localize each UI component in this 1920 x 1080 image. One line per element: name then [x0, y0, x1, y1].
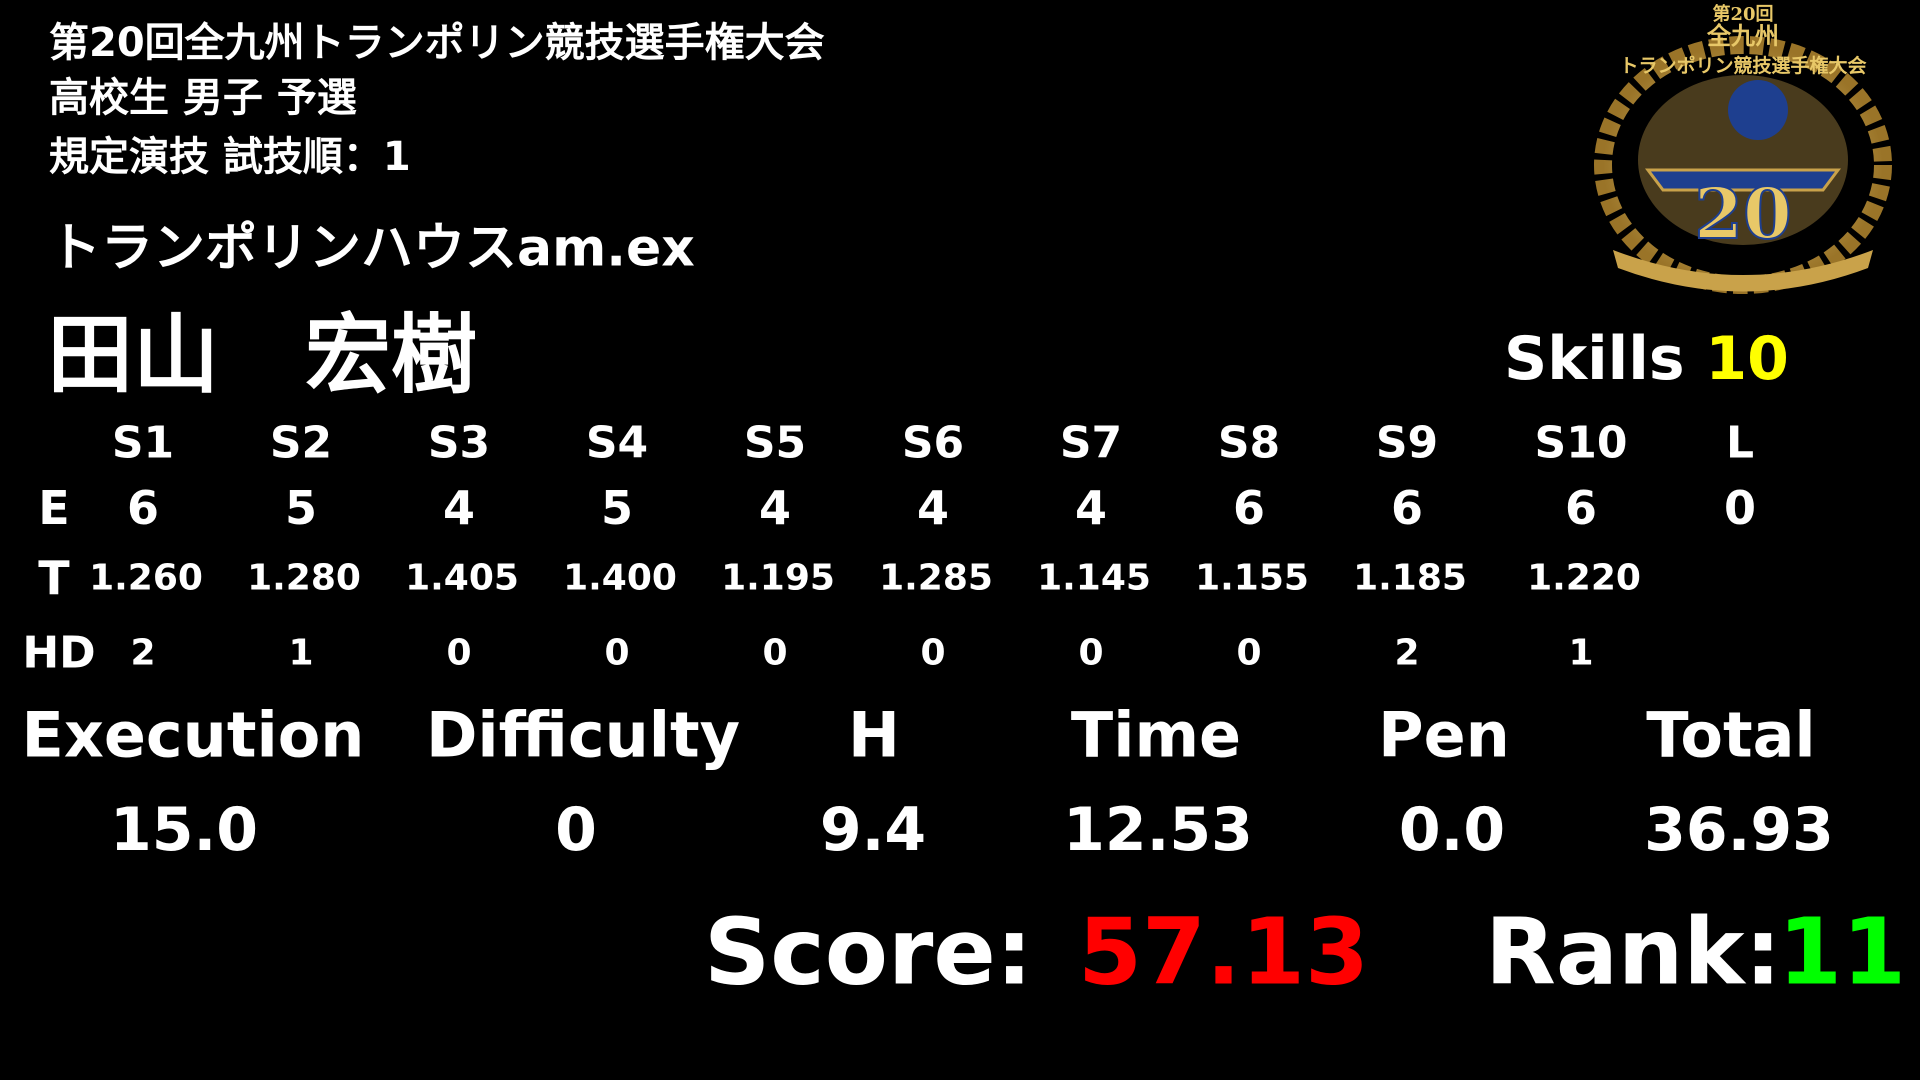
skills-label: Skills — [1504, 324, 1685, 394]
table-cell: 0 — [604, 632, 630, 674]
column-header: S9 — [1375, 417, 1439, 469]
table-cell: 0 — [1723, 481, 1757, 535]
svg-text:全九州: 全九州 — [1706, 21, 1779, 50]
summary-value: 0.0 — [1398, 795, 1506, 865]
column-header: S8 — [1217, 417, 1281, 469]
table-cell: 1.195 — [721, 557, 835, 599]
team-name: トランポリンハウスam.ex — [49, 218, 695, 279]
table-cell: 0 — [920, 632, 946, 674]
summary-value: 36.93 — [1644, 795, 1834, 865]
column-header: S10 — [1534, 417, 1628, 469]
table-cell: 1.400 — [563, 557, 677, 599]
category-label: 高校生 男子 予選 — [49, 75, 357, 121]
score-value: 57.13 — [1078, 898, 1370, 1006]
summary-value: 9.4 — [819, 795, 927, 865]
table-cell: 6 — [1232, 481, 1266, 535]
table-cell: 1.285 — [879, 557, 993, 599]
table-cell: 1.155 — [1195, 557, 1309, 599]
column-header: S2 — [269, 417, 333, 469]
event-title: 第20回全九州トランポリン競技選手権大会 — [49, 20, 825, 66]
skills-indicator: Skills 10 — [1504, 324, 1789, 394]
skills-count: 10 — [1705, 324, 1789, 394]
table-cell: 1.260 — [89, 557, 203, 599]
summary-label: Execution — [21, 698, 365, 772]
column-header: S1 — [111, 417, 175, 469]
table-cell: 1.185 — [1353, 557, 1467, 599]
svg-text:20: 20 — [1694, 172, 1791, 255]
table-cell: 5 — [284, 481, 318, 535]
athlete-name: 田山 宏樹 — [47, 305, 477, 406]
routine-label: 規定演技 試技順：1 — [49, 134, 411, 180]
table-cell: 6 — [1564, 481, 1598, 535]
logo-emblem-icon: 20 第20回 全九州 トランポリン競技選手権大会 — [1594, 3, 1892, 294]
column-header: S7 — [1059, 417, 1123, 469]
table-cell: 6 — [1390, 481, 1424, 535]
table-cell: 1 — [288, 632, 314, 674]
summary-label: Pen — [1378, 698, 1510, 772]
summary-value: 0 — [555, 795, 597, 865]
column-header: S3 — [427, 417, 491, 469]
table-cell: 1.280 — [247, 557, 361, 599]
table-cell: 4 — [916, 481, 950, 535]
summary-value: 12.53 — [1063, 795, 1253, 865]
table-cell: 4 — [758, 481, 792, 535]
column-header: S5 — [743, 417, 807, 469]
row-label: HD — [22, 627, 96, 679]
table-cell: 0 — [1078, 632, 1104, 674]
svg-text:第20回: 第20回 — [1712, 3, 1773, 25]
table-cell: 1.145 — [1037, 557, 1151, 599]
svg-text:トランポリン競技選手権大会: トランポリン競技選手権大会 — [1619, 54, 1866, 77]
table-cell: 1 — [1568, 632, 1594, 674]
table-cell: 0 — [762, 632, 788, 674]
championship-logo: 20 第20回 全九州 トランポリン競技選手権大会 — [1588, 0, 1898, 300]
table-cell: 0 — [1236, 632, 1262, 674]
table-cell: 1.220 — [1527, 557, 1641, 599]
table-cell: 5 — [600, 481, 634, 535]
table-cell: 1.405 — [405, 557, 519, 599]
summary-label: Total — [1646, 698, 1816, 772]
table-cell: 4 — [1074, 481, 1108, 535]
summary-value: 15.0 — [109, 795, 259, 865]
table-cell: 6 — [126, 481, 160, 535]
rank-value: 11 — [1778, 898, 1907, 1006]
summary-label: Difficulty — [425, 698, 741, 772]
table-cell: 2 — [130, 632, 156, 674]
table-cell: 4 — [442, 481, 476, 535]
table-cell: 2 — [1394, 632, 1420, 674]
column-header: S6 — [901, 417, 965, 469]
summary-label: H — [848, 698, 900, 772]
table-cell: 0 — [446, 632, 472, 674]
summary-label: Time — [1070, 698, 1242, 772]
column-header: S4 — [585, 417, 649, 469]
column-header: L — [1725, 417, 1755, 469]
row-label: T — [38, 551, 70, 605]
rank-label: Rank: — [1485, 898, 1782, 1006]
row-label: E — [38, 481, 70, 535]
score-label: Score: — [704, 898, 1033, 1006]
